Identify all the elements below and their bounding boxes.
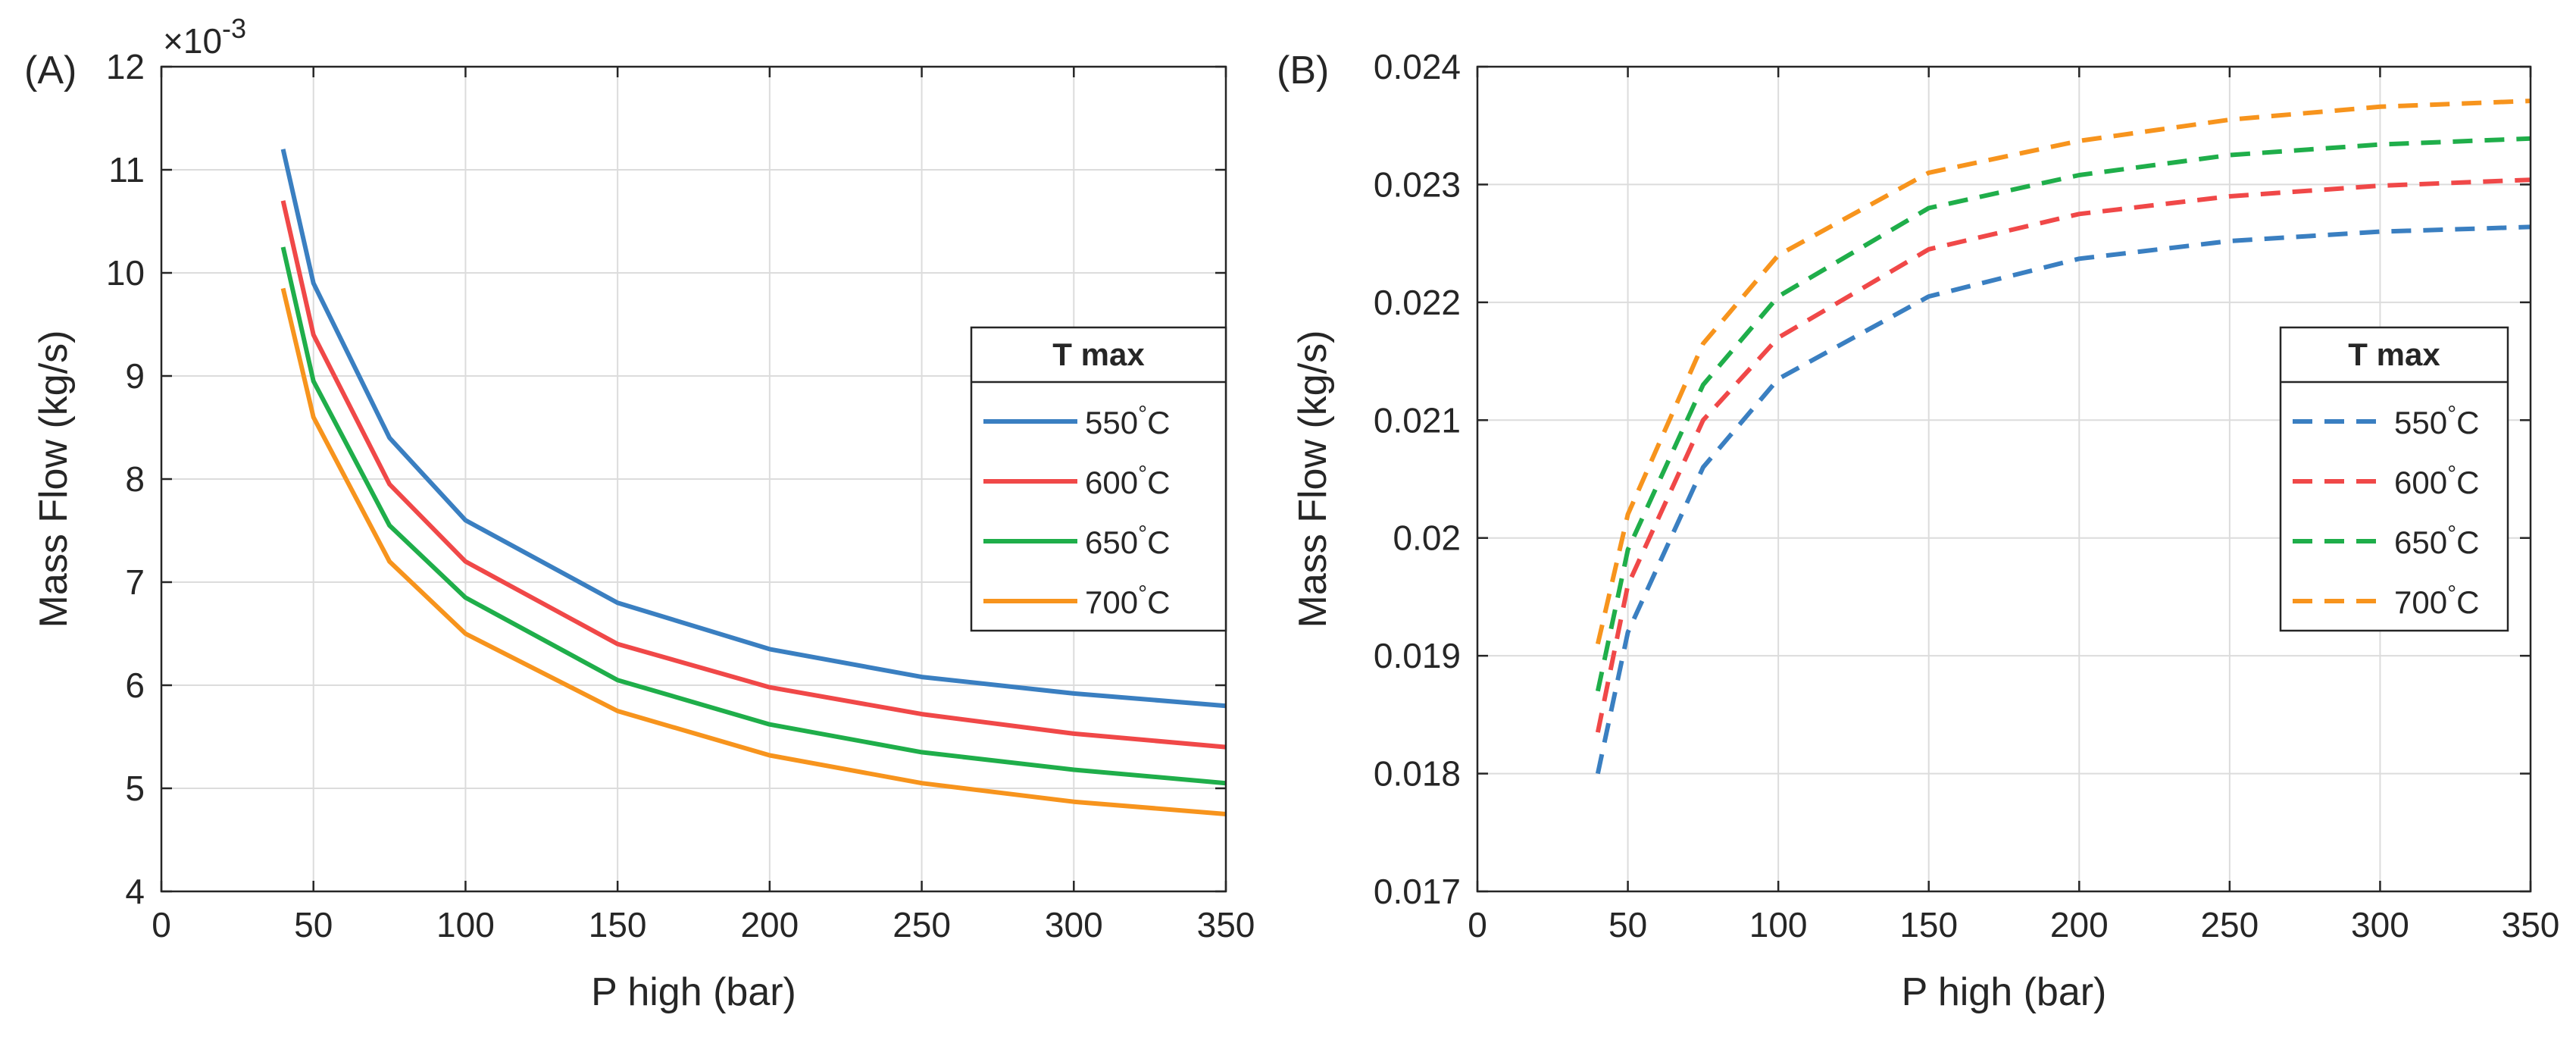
y-tick-label: 0.018 <box>1374 754 1461 794</box>
panel-label: (A) <box>24 49 77 92</box>
legend-title: T max <box>2348 337 2440 372</box>
x-tick-label: 50 <box>1608 905 1647 944</box>
x-tick-label: 150 <box>1899 905 1958 944</box>
x-tick-label: 100 <box>1749 905 1808 944</box>
x-axis-label: P high (bar) <box>591 970 796 1014</box>
x-tick-label: 150 <box>589 905 647 944</box>
y-tick-label: 6 <box>125 666 145 705</box>
legend-entry-600: 600°C <box>1085 462 1170 500</box>
legend-entry-700: 700°C <box>2394 581 2479 620</box>
legend: T max 550°C 600°C 650°C 700°C <box>970 326 1227 632</box>
legend-entry-650: 650°C <box>2394 522 2479 560</box>
y-tick-label: 5 <box>125 769 145 808</box>
y-tick-label: 0.023 <box>1374 164 1461 204</box>
series-line-700 <box>280 287 1227 816</box>
series-line-550 <box>280 149 1227 709</box>
y-tick-label: 7 <box>125 562 145 602</box>
legend: T max 550°C 600°C 650°C 700°C <box>2279 326 2509 632</box>
legend-entry-550: 550°C <box>2394 402 2479 440</box>
y-tick-label: 0.024 <box>1374 47 1461 86</box>
series-line-550 <box>1595 224 2531 775</box>
x-tick-label: 350 <box>2502 905 2560 944</box>
legend-entry-650: 650°C <box>1085 522 1170 560</box>
panel-label: (B) <box>1277 49 1329 92</box>
series-line-600 <box>1595 177 2531 733</box>
series-line-650 <box>280 246 1227 786</box>
legend-title: T max <box>1052 337 1145 372</box>
y-axis-label: Mass Flow (kg/s) <box>1291 330 1335 628</box>
x-tick-label: 200 <box>740 905 799 944</box>
y-tick-label: 8 <box>125 459 145 499</box>
axes-box <box>1476 65 2532 893</box>
chart-panel-b: 0 50 100 150 200 250 300 350 0.017 0.018 0.019 0.02… <box>1277 47 2559 1014</box>
x-tick-label: 250 <box>893 905 951 944</box>
y-tick-label: 10 <box>106 253 145 293</box>
x-tick-label: 50 <box>294 905 333 944</box>
x-axis-label: P high (bar) <box>1902 970 2107 1014</box>
y-tick-label: 9 <box>125 356 145 396</box>
y-tick-label: 0.021 <box>1374 400 1461 440</box>
y-tick-label: 0.022 <box>1374 283 1461 322</box>
x-tick-label: 0 <box>1468 905 1487 944</box>
series-line-650 <box>1595 136 2531 692</box>
chart-panel-a: 0 50 100 150 200 250 300 350 4 5 6 7 8 9 10 11 12 ×10-3 P … <box>24 13 1255 1014</box>
x-tick-label: 250 <box>2200 905 2259 944</box>
y-exponent-label: ×10-3 <box>163 13 246 61</box>
y-tick-label: 0.02 <box>1393 518 1461 558</box>
y-tick-label: 4 <box>125 872 145 911</box>
legend-box <box>2279 326 2509 632</box>
x-tick-label: 200 <box>2050 905 2109 944</box>
y-tick-label: 0.017 <box>1374 872 1461 911</box>
x-tick-label: 300 <box>1045 905 1103 944</box>
x-tick-label: 100 <box>436 905 495 944</box>
x-tick-label: 350 <box>1197 905 1255 944</box>
series-line-600 <box>280 200 1227 750</box>
legend-entry-700: 700°C <box>1085 581 1170 620</box>
y-tick-label: 0.019 <box>1374 636 1461 675</box>
legend-entry-600: 600°C <box>2394 462 2479 500</box>
series-line-700 <box>1595 99 2531 645</box>
x-tick-label: 0 <box>152 905 171 944</box>
y-axis-label: Mass Flow (kg/s) <box>32 330 76 628</box>
legend-entry-550: 550°C <box>1085 402 1170 440</box>
y-tick-label: 12 <box>106 47 145 86</box>
y-tick-label: 11 <box>108 150 145 189</box>
x-tick-label: 300 <box>2351 905 2409 944</box>
